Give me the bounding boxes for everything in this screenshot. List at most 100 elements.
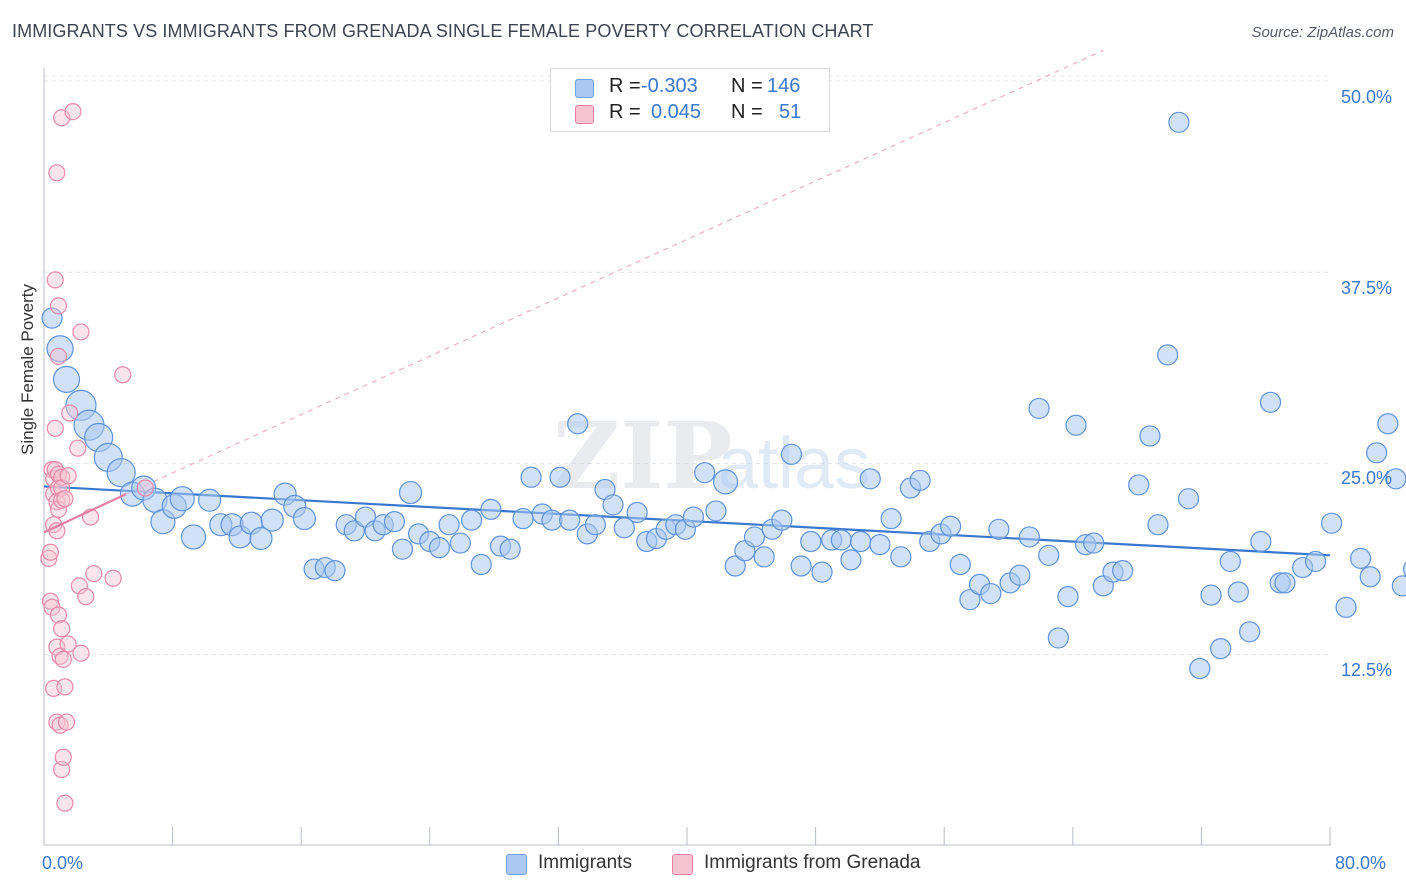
immigrants-point <box>1009 564 1031 586</box>
immigrants-point <box>106 458 136 488</box>
immigrants-point <box>800 530 822 553</box>
immigrants-point <box>391 538 414 560</box>
axes <box>43 68 1331 846</box>
bottom-legend-label: Immigrants from Grenada <box>704 852 921 873</box>
immigrants-point <box>1219 550 1241 573</box>
immigrants-point <box>1335 596 1357 618</box>
immigrants-point <box>890 546 912 568</box>
immigrants-point <box>602 494 624 516</box>
immigrants-point <box>549 466 571 488</box>
immigrants-point <box>1321 512 1343 534</box>
immigrants-point <box>559 509 581 531</box>
immigrants-point <box>949 553 971 576</box>
immigrants-point <box>1274 572 1296 594</box>
grenada-point <box>49 347 68 365</box>
grenada-point <box>72 644 90 662</box>
legend-swatch-immigrants <box>575 79 594 98</box>
immigrants-point <box>694 462 716 484</box>
immigrants-point <box>520 466 542 488</box>
grenada-point <box>56 794 74 812</box>
immigrants-point <box>1147 514 1169 536</box>
grenada-trend-line <box>43 493 127 534</box>
immigrants-point <box>771 509 793 531</box>
immigrants-point <box>470 553 492 576</box>
grenada-point <box>40 549 58 567</box>
immigrants-point <box>1391 575 1406 597</box>
immigrants-point <box>712 469 739 495</box>
immigrants-point <box>682 506 705 528</box>
immigrants-point <box>811 561 833 583</box>
grenada-point <box>136 479 154 497</box>
immigrants-point <box>1112 559 1134 582</box>
grenada-point <box>46 271 64 289</box>
bottom-legend-swatch <box>506 854 527 875</box>
legend-r-label: R = <box>609 75 641 97</box>
immigrants-point <box>169 486 195 512</box>
immigrants-point <box>909 469 931 491</box>
grenada-point <box>54 650 72 668</box>
immigrants-point <box>512 507 534 530</box>
immigrants-point <box>613 517 635 539</box>
grenada-point <box>59 467 77 485</box>
grenada-point <box>54 748 72 766</box>
immigrants-point <box>260 508 284 532</box>
legend-r-value: -0.303 <box>641 75 698 97</box>
immigrants-point <box>980 582 1002 605</box>
grid-lines <box>44 75 1330 656</box>
legend-r-value: 0.045 <box>651 101 702 123</box>
immigrants-point <box>449 532 471 554</box>
grenada-point <box>56 678 74 696</box>
immigrants-point <box>180 524 207 550</box>
immigrants-point <box>1083 532 1105 554</box>
immigrants-point <box>1038 544 1060 566</box>
grenada-point <box>49 500 68 518</box>
immigrants-point <box>1018 526 1040 548</box>
immigrants-point <box>398 480 423 505</box>
grenada-point <box>46 419 64 437</box>
immigrants-point <box>1227 581 1249 603</box>
grenada-point <box>104 569 122 587</box>
grenada-point <box>69 439 87 457</box>
immigrants-point <box>41 307 63 329</box>
legend-swatch-grenada <box>575 105 594 124</box>
immigrants-point <box>840 549 862 571</box>
immigrants-point <box>1057 586 1079 608</box>
grenada-point <box>41 592 60 610</box>
y-tick-25: 25.0% <box>1340 468 1392 488</box>
y-tick-50: 50.0% <box>1340 87 1392 107</box>
bottom-legend-label: Immigrants <box>538 852 632 873</box>
x-tick-min: 0.0% <box>42 853 84 873</box>
grenada-point <box>85 565 103 583</box>
y-tick-37-5: 37.5% <box>1340 278 1392 298</box>
immigrants-point <box>438 514 460 536</box>
immigrants-point <box>343 520 365 542</box>
chart-title: IMMIGRANTS VS IMMIGRANTS FROM GRENADA SI… <box>12 21 874 41</box>
immigrants-point <box>850 530 872 553</box>
grenada-point <box>61 404 79 422</box>
y-tick-12-5: 12.5% <box>1340 660 1392 680</box>
grenada-point <box>59 635 77 653</box>
grenada-point <box>49 606 68 624</box>
immigrants-point <box>1157 344 1179 366</box>
immigrants-point <box>1239 621 1261 643</box>
immigrants-point <box>1259 391 1282 413</box>
y-axis-title: Single Female Poverty <box>18 283 37 455</box>
immigrants-point <box>480 498 502 520</box>
legend-n-value: 146 <box>767 75 801 97</box>
immigrants-point <box>499 538 521 560</box>
grenada-point <box>48 164 66 182</box>
immigrants-point <box>1366 442 1388 464</box>
immigrants-point <box>1359 566 1381 588</box>
grenada-point <box>49 297 68 315</box>
immigrants-point <box>541 509 563 531</box>
bottom-legend-swatch <box>672 854 693 875</box>
grenada-point <box>51 647 69 665</box>
grenada-point <box>64 102 82 121</box>
immigrants-point <box>1349 547 1372 569</box>
immigrants-point <box>880 507 902 530</box>
grenada-point <box>41 543 60 561</box>
immigrants-point <box>743 526 766 548</box>
immigrants-point <box>249 526 273 551</box>
grenada-point <box>77 588 95 606</box>
grenada-point <box>56 490 74 508</box>
